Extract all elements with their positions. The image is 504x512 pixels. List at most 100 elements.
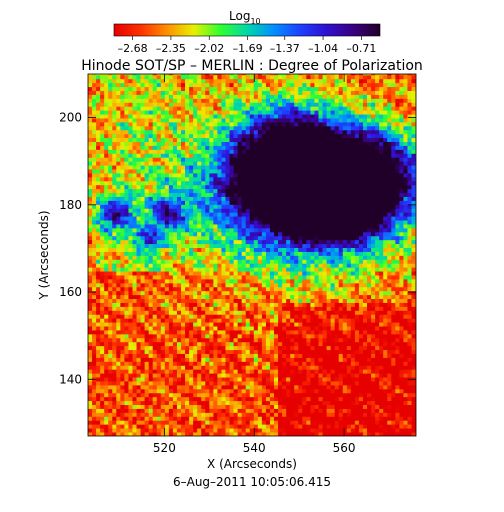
- heatmap-cell: [160, 318, 166, 323]
- heatmap-cell: [225, 282, 230, 288]
- heatmap-cell: [221, 235, 226, 241]
- heatmap-cell: [383, 412, 388, 417]
- heatmap-cell: [342, 200, 348, 205]
- heatmap-cell: [148, 322, 154, 327]
- heatmap-cell: [387, 243, 392, 248]
- heatmap-cell: [354, 278, 360, 284]
- heatmap-cell: [245, 326, 251, 331]
- heatmap-cell: [371, 432, 376, 436]
- heatmap-cell: [112, 330, 117, 335]
- heatmap-cell: [362, 227, 368, 233]
- heatmap-cell: [185, 412, 190, 417]
- heatmap-cell: [185, 239, 190, 245]
- heatmap-cell: [278, 310, 283, 315]
- heatmap-cell: [128, 345, 133, 351]
- heatmap-cell: [164, 349, 170, 354]
- heatmap-cell: [362, 369, 368, 374]
- heatmap-cell: [233, 353, 239, 358]
- heatmap-cell: [201, 412, 206, 417]
- heatmap-cell: [197, 298, 202, 303]
- heatmap-cell: [144, 408, 150, 413]
- heatmap-cell: [128, 196, 133, 201]
- heatmap-cell: [148, 275, 154, 280]
- heatmap-cell: [229, 404, 234, 409]
- heatmap-cell: [314, 330, 319, 335]
- heatmap-cell: [193, 408, 198, 413]
- heatmap-cell: [306, 384, 311, 390]
- heatmap-cell: [261, 404, 267, 409]
- heatmap-cell: [375, 310, 380, 315]
- heatmap-cell: [354, 259, 360, 264]
- heatmap-cell: [383, 200, 388, 205]
- heatmap-cell: [128, 286, 133, 292]
- heatmap-cell: [205, 341, 210, 347]
- heatmap-cell: [160, 424, 166, 429]
- heatmap-cell: [96, 216, 101, 221]
- heatmap-cell: [387, 381, 392, 386]
- heatmap-cell: [241, 286, 247, 292]
- heatmap-cell: [132, 345, 137, 351]
- heatmap-cell: [265, 216, 271, 221]
- heatmap-cell: [201, 286, 206, 292]
- heatmap-cell: [88, 432, 93, 436]
- heatmap-cell: [116, 412, 121, 417]
- heatmap-cell: [148, 204, 154, 209]
- heatmap-cell: [269, 384, 275, 390]
- heatmap-cell: [104, 302, 109, 307]
- heatmap-cell: [371, 381, 376, 386]
- heatmap-cell: [379, 333, 384, 339]
- heatmap-cell: [334, 251, 340, 256]
- heatmap-cell: [362, 400, 368, 405]
- heatmap-cell: [237, 365, 243, 370]
- heatmap-cell: [132, 286, 137, 292]
- heatmap-cell: [128, 326, 133, 331]
- heatmap-cell: [140, 239, 146, 245]
- heatmap-cell: [92, 392, 97, 398]
- heatmap-cell: [286, 200, 291, 205]
- heatmap-cell: [209, 294, 214, 300]
- heatmap-cell: [156, 345, 162, 351]
- heatmap-cell: [185, 330, 190, 335]
- heatmap-cell: [362, 306, 368, 311]
- heatmap-cell: [261, 259, 267, 264]
- heatmap-cell: [407, 255, 412, 260]
- heatmap-cell: [286, 424, 291, 429]
- heatmap-cell: [152, 396, 158, 402]
- heatmap-cell: [185, 286, 190, 292]
- heatmap-cell: [193, 204, 198, 209]
- heatmap-cell: [225, 357, 230, 362]
- heatmap-cell: [156, 243, 162, 248]
- heatmap-cell: [387, 384, 392, 390]
- heatmap-cell: [379, 365, 384, 370]
- heatmap-cell: [387, 239, 392, 245]
- heatmap-cell: [128, 396, 133, 402]
- heatmap-cell: [322, 208, 327, 213]
- heatmap-cell: [265, 388, 271, 394]
- heatmap-cell: [140, 196, 146, 201]
- heatmap-cell: [387, 377, 392, 382]
- heatmap-cell: [330, 353, 336, 358]
- heatmap-cell: [387, 302, 392, 307]
- heatmap-cell: [217, 326, 222, 331]
- heatmap-cell: [132, 400, 137, 405]
- heatmap-cell: [358, 404, 364, 409]
- heatmap-cell: [310, 330, 315, 335]
- heatmap-cell: [362, 310, 368, 315]
- heatmap-cell: [152, 231, 158, 237]
- heatmap-cell: [100, 278, 105, 284]
- heatmap-cell: [346, 373, 352, 378]
- heatmap-cell: [233, 396, 239, 402]
- heatmap-cell: [314, 282, 319, 288]
- heatmap-cell: [383, 361, 388, 366]
- heatmap-cell: [290, 353, 295, 358]
- heatmap-cell: [379, 247, 384, 252]
- heatmap-cell: [387, 255, 392, 260]
- heatmap-cell: [160, 361, 166, 366]
- heatmap-cell: [229, 251, 234, 256]
- heatmap-cell: [92, 361, 97, 366]
- heatmap-cell: [411, 373, 416, 378]
- heatmap-cell: [358, 286, 364, 292]
- heatmap-cell: [201, 337, 206, 343]
- heatmap-cell: [128, 251, 133, 256]
- heatmap-cell: [148, 220, 154, 225]
